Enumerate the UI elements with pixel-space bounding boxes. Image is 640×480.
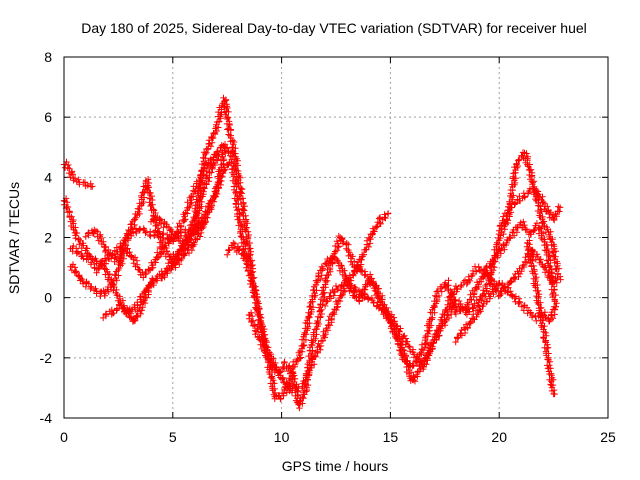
- satellite-track-14: [523, 237, 558, 398]
- y-axis-label: SDTVAR / TECUs: [6, 182, 22, 294]
- data-series: [60, 94, 564, 412]
- chart-title: Day 180 of 2025, Sidereal Day-to-day VTE…: [81, 20, 587, 36]
- satellite-track-8: [147, 152, 222, 252]
- x-tick-label: 25: [600, 429, 616, 445]
- x-tick-label: 0: [60, 429, 68, 445]
- x-axis-label: GPS time / hours: [282, 458, 389, 474]
- x-tick-label: 20: [491, 429, 507, 445]
- y-tick-label: 4: [44, 169, 52, 185]
- y-tick-label: -4: [40, 410, 53, 426]
- y-tick-label: 8: [44, 49, 52, 65]
- y-tick-label: 0: [44, 290, 52, 306]
- plot-frame: [63, 56, 609, 419]
- x-tick-label: 10: [274, 429, 290, 445]
- x-tick-label: 5: [169, 429, 177, 445]
- satellite-track-7: [93, 141, 229, 276]
- satellite-track-9: [224, 239, 250, 262]
- satellite-track-13: [496, 185, 564, 234]
- y-tick-label: 6: [44, 109, 52, 125]
- tick-labels: 0 5 10 15 20 25 -4 -2 0 2 4 6 8: [40, 49, 616, 445]
- y-tick-label: -2: [40, 350, 53, 366]
- satellite-track-12: [452, 279, 559, 346]
- x-tick-label: 15: [383, 429, 399, 445]
- satellite-track-11: [321, 149, 563, 373]
- y-tick-label: 2: [44, 230, 52, 246]
